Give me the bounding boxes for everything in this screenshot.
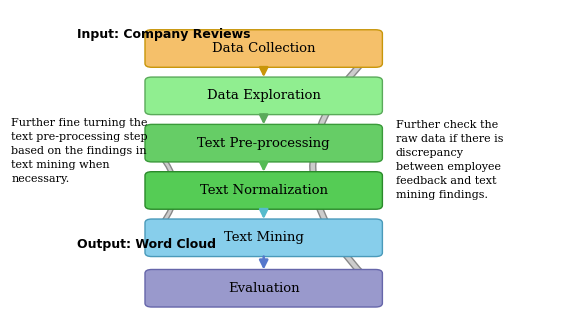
Text: Data Exploration: Data Exploration (207, 89, 321, 102)
FancyBboxPatch shape (145, 219, 382, 256)
FancyArrowPatch shape (310, 46, 381, 293)
FancyBboxPatch shape (145, 77, 382, 115)
Text: Input: Company Reviews: Input: Company Reviews (78, 28, 251, 41)
Text: Text Normalization: Text Normalization (200, 184, 328, 197)
Text: Text Pre-processing: Text Pre-processing (197, 137, 330, 150)
FancyBboxPatch shape (145, 124, 382, 162)
FancyArrowPatch shape (149, 145, 177, 238)
Text: Output: Word Cloud: Output: Word Cloud (78, 238, 217, 251)
Text: Text Mining: Text Mining (223, 231, 303, 244)
FancyBboxPatch shape (145, 270, 382, 307)
Text: Evaluation: Evaluation (228, 282, 299, 295)
FancyBboxPatch shape (145, 172, 382, 209)
Text: Further fine turning the
text pre-processing step
based on the findings in
text : Further fine turning the text pre-proces… (12, 118, 148, 184)
FancyBboxPatch shape (145, 30, 382, 67)
Text: Further check the
raw data if there is
discrepancy
between employee
feedback and: Further check the raw data if there is d… (395, 120, 503, 201)
Text: Data Collection: Data Collection (212, 42, 316, 55)
